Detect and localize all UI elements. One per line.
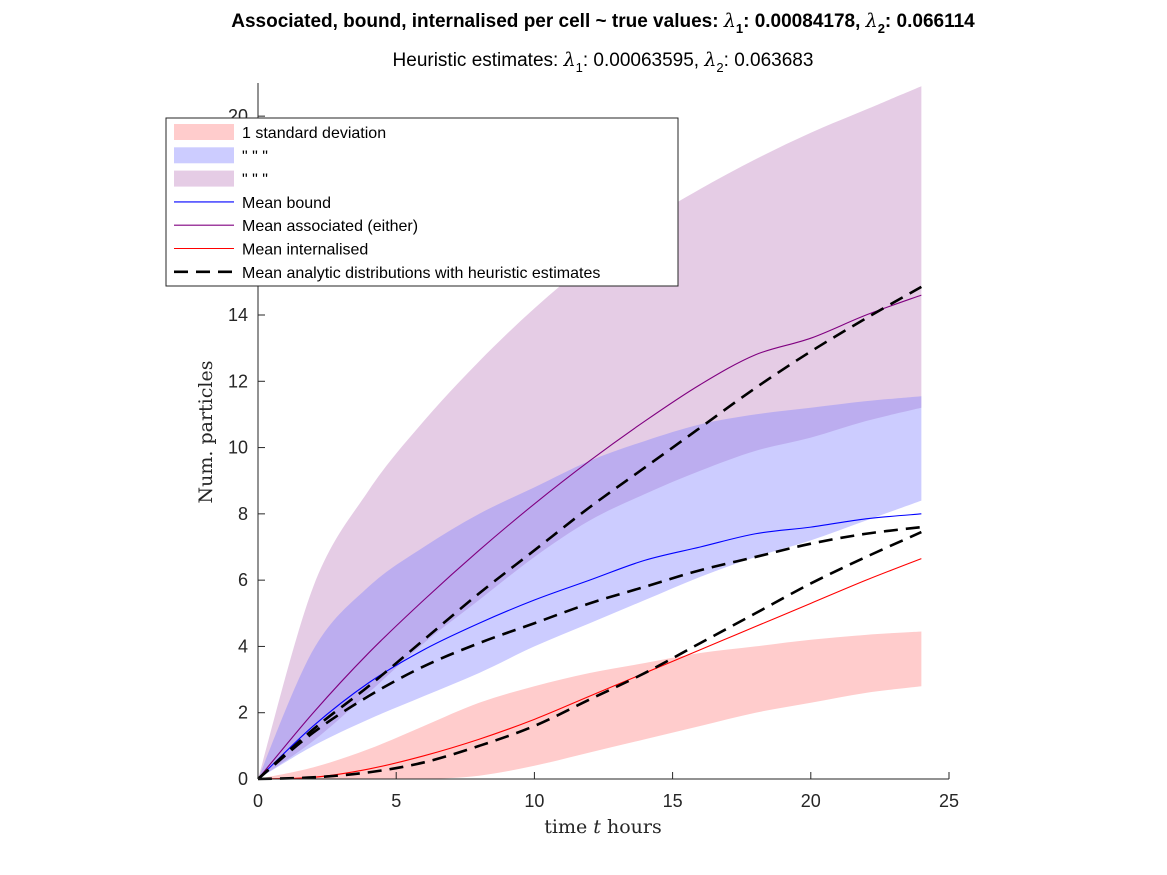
subtitle-lambda2: λ — [703, 49, 716, 71]
subtitle-lambda1: λ — [563, 49, 576, 71]
subtitle-prefix: Heuristic estimates: — [393, 50, 564, 71]
subtitle-lambda2-sub: 2 — [716, 60, 723, 75]
y-tick-label: 2 — [238, 703, 248, 723]
y-tick-label: 10 — [228, 438, 248, 458]
legend-label: Mean associated (either) — [242, 218, 418, 235]
legend-swatch — [174, 147, 234, 164]
series-mean-associated-either- — [257, 294, 922, 780]
series-mean-bound — [257, 513, 922, 780]
title-lambda2: λ — [865, 10, 878, 32]
title-lambda1-value: : 0.00084178, — [743, 11, 866, 32]
x-axis-label-suffix: hours — [601, 816, 662, 838]
series-analytic-internalised — [257, 530, 922, 781]
legend: 1 standard deviation " " " " " " Mean bound… — [165, 117, 679, 287]
y-tick-label: 4 — [238, 636, 248, 656]
legend-label: " " " — [242, 148, 268, 165]
x-tick-label: 15 — [663, 791, 683, 811]
legend-label: Mean analytic distributions with heurist… — [242, 265, 600, 282]
x-axis-label-var: t — [593, 816, 601, 838]
x-axis-label-prefix: time — [544, 816, 593, 838]
subtitle-lambda1-sub: 1 — [576, 60, 583, 75]
subtitle-lambda1-value: : 0.00063595, — [583, 50, 705, 71]
x-tick-label: 0 — [253, 791, 263, 811]
legend-label: Mean bound — [242, 195, 331, 212]
subtitle-lambda2-value: : 0.063683 — [724, 50, 814, 71]
legend-label: 1 standard deviation — [242, 125, 386, 142]
band-internalised — [258, 631, 922, 780]
x-axis-label: time t hours — [544, 816, 661, 838]
line-layer — [257, 285, 923, 781]
y-axis-label: Num. particles — [195, 361, 217, 504]
legend-swatch — [174, 124, 234, 140]
title-lambda1: λ — [723, 10, 736, 32]
chart-title: Associated, bound, internalised per cell… — [231, 10, 975, 36]
title-lambda2-sub: 2 — [878, 21, 885, 36]
chart-subtitle: Heuristic estimates: λ1: 0.00063595, λ2:… — [393, 49, 814, 75]
y-tick-label: 0 — [238, 769, 248, 789]
x-tick-label: 10 — [524, 791, 544, 811]
legend-box — [165, 117, 679, 287]
y-tick-label: 8 — [238, 504, 248, 524]
title-prefix: Associated, bound, internalised per cell… — [231, 11, 724, 32]
series-mean-internalised — [257, 558, 922, 780]
title-lambda1-sub: 1 — [736, 21, 743, 36]
y-tick-label: 6 — [238, 570, 248, 590]
band-bound — [258, 396, 922, 779]
y-tick-label: 12 — [228, 371, 248, 391]
legend-swatch — [174, 170, 234, 187]
y-tick-label: 14 — [228, 305, 248, 325]
title-lambda2-value: : 0.066114 — [885, 11, 975, 32]
band-associated — [258, 86, 922, 779]
band-layer — [258, 86, 922, 780]
x-tick-label: 20 — [801, 791, 821, 811]
x-tick-label: 25 — [939, 791, 959, 811]
legend-label: " " " — [242, 172, 268, 189]
x-tick-label: 5 — [391, 791, 401, 811]
series-analytic-associated — [257, 285, 923, 780]
series-analytic-bound — [257, 525, 922, 780]
legend-label: Mean internalised — [242, 242, 368, 259]
